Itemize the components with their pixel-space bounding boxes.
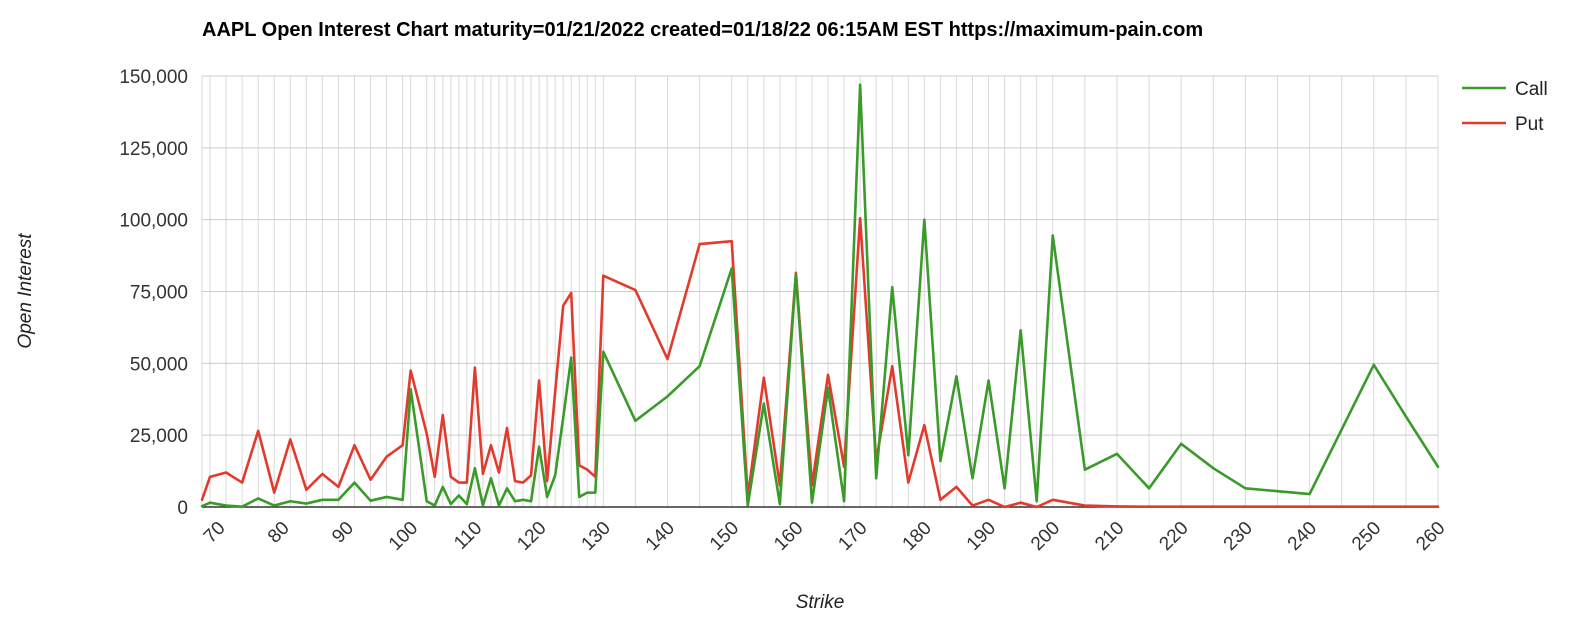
y-tick-label: 125,000 [119,139,188,160]
x-tick-label: 190 [963,518,1000,555]
y-tick-label: 25,000 [130,426,188,447]
x-tick-label: 170 [834,518,871,555]
x-axis-ticks: 70 80 90 100 110 120 130 140 150 160 170 180 190 200 2… [200,518,1450,555]
y-tick-label: 150,000 [119,67,188,88]
legend-label-call: Call [1515,79,1548,100]
x-tick-label: 220 [1155,518,1192,555]
series-layer [200,83,1440,509]
x-tick-label: 240 [1284,518,1321,555]
x-tick-label: 130 [578,518,615,555]
x-tick-label: 80 [264,518,294,548]
x-tick-label: 200 [1027,518,1064,555]
y-tick-label: 50,000 [130,354,188,375]
series-line-put [200,216,1440,509]
x-tick-label: 260 [1412,518,1449,555]
x-tick-label: 210 [1091,518,1128,555]
x-tick-label: 120 [513,518,550,555]
x-tick-label: 100 [385,518,422,555]
x-tick-label: 90 [328,518,358,548]
x-tick-label: 140 [642,518,679,555]
x-tick-label: 150 [706,518,743,555]
legend-label-put: Put [1515,114,1544,135]
y-tick-label: 75,000 [130,283,188,304]
x-axis-title: Strike [796,592,845,613]
y-tick-label: 100,000 [119,211,188,232]
x-tick-label: 70 [200,518,230,548]
y-tick-label: 0 [177,498,188,519]
x-tick-label: 160 [770,518,807,555]
x-tick-label: 110 [450,518,486,554]
x-tick-label: 250 [1348,518,1385,555]
x-tick-label: 230 [1220,518,1257,555]
chart-title: AAPL Open Interest Chart maturity=01/21/… [202,19,1203,41]
series-line-call [200,83,1440,509]
x-tick-label: 180 [899,518,936,555]
y-axis-ticks: 0 25,000 50,000 75,000 100,000 125,000 150,000 [119,67,188,519]
y-axis-title: Open Interest [15,233,36,349]
legend: Call Put [1462,79,1548,135]
